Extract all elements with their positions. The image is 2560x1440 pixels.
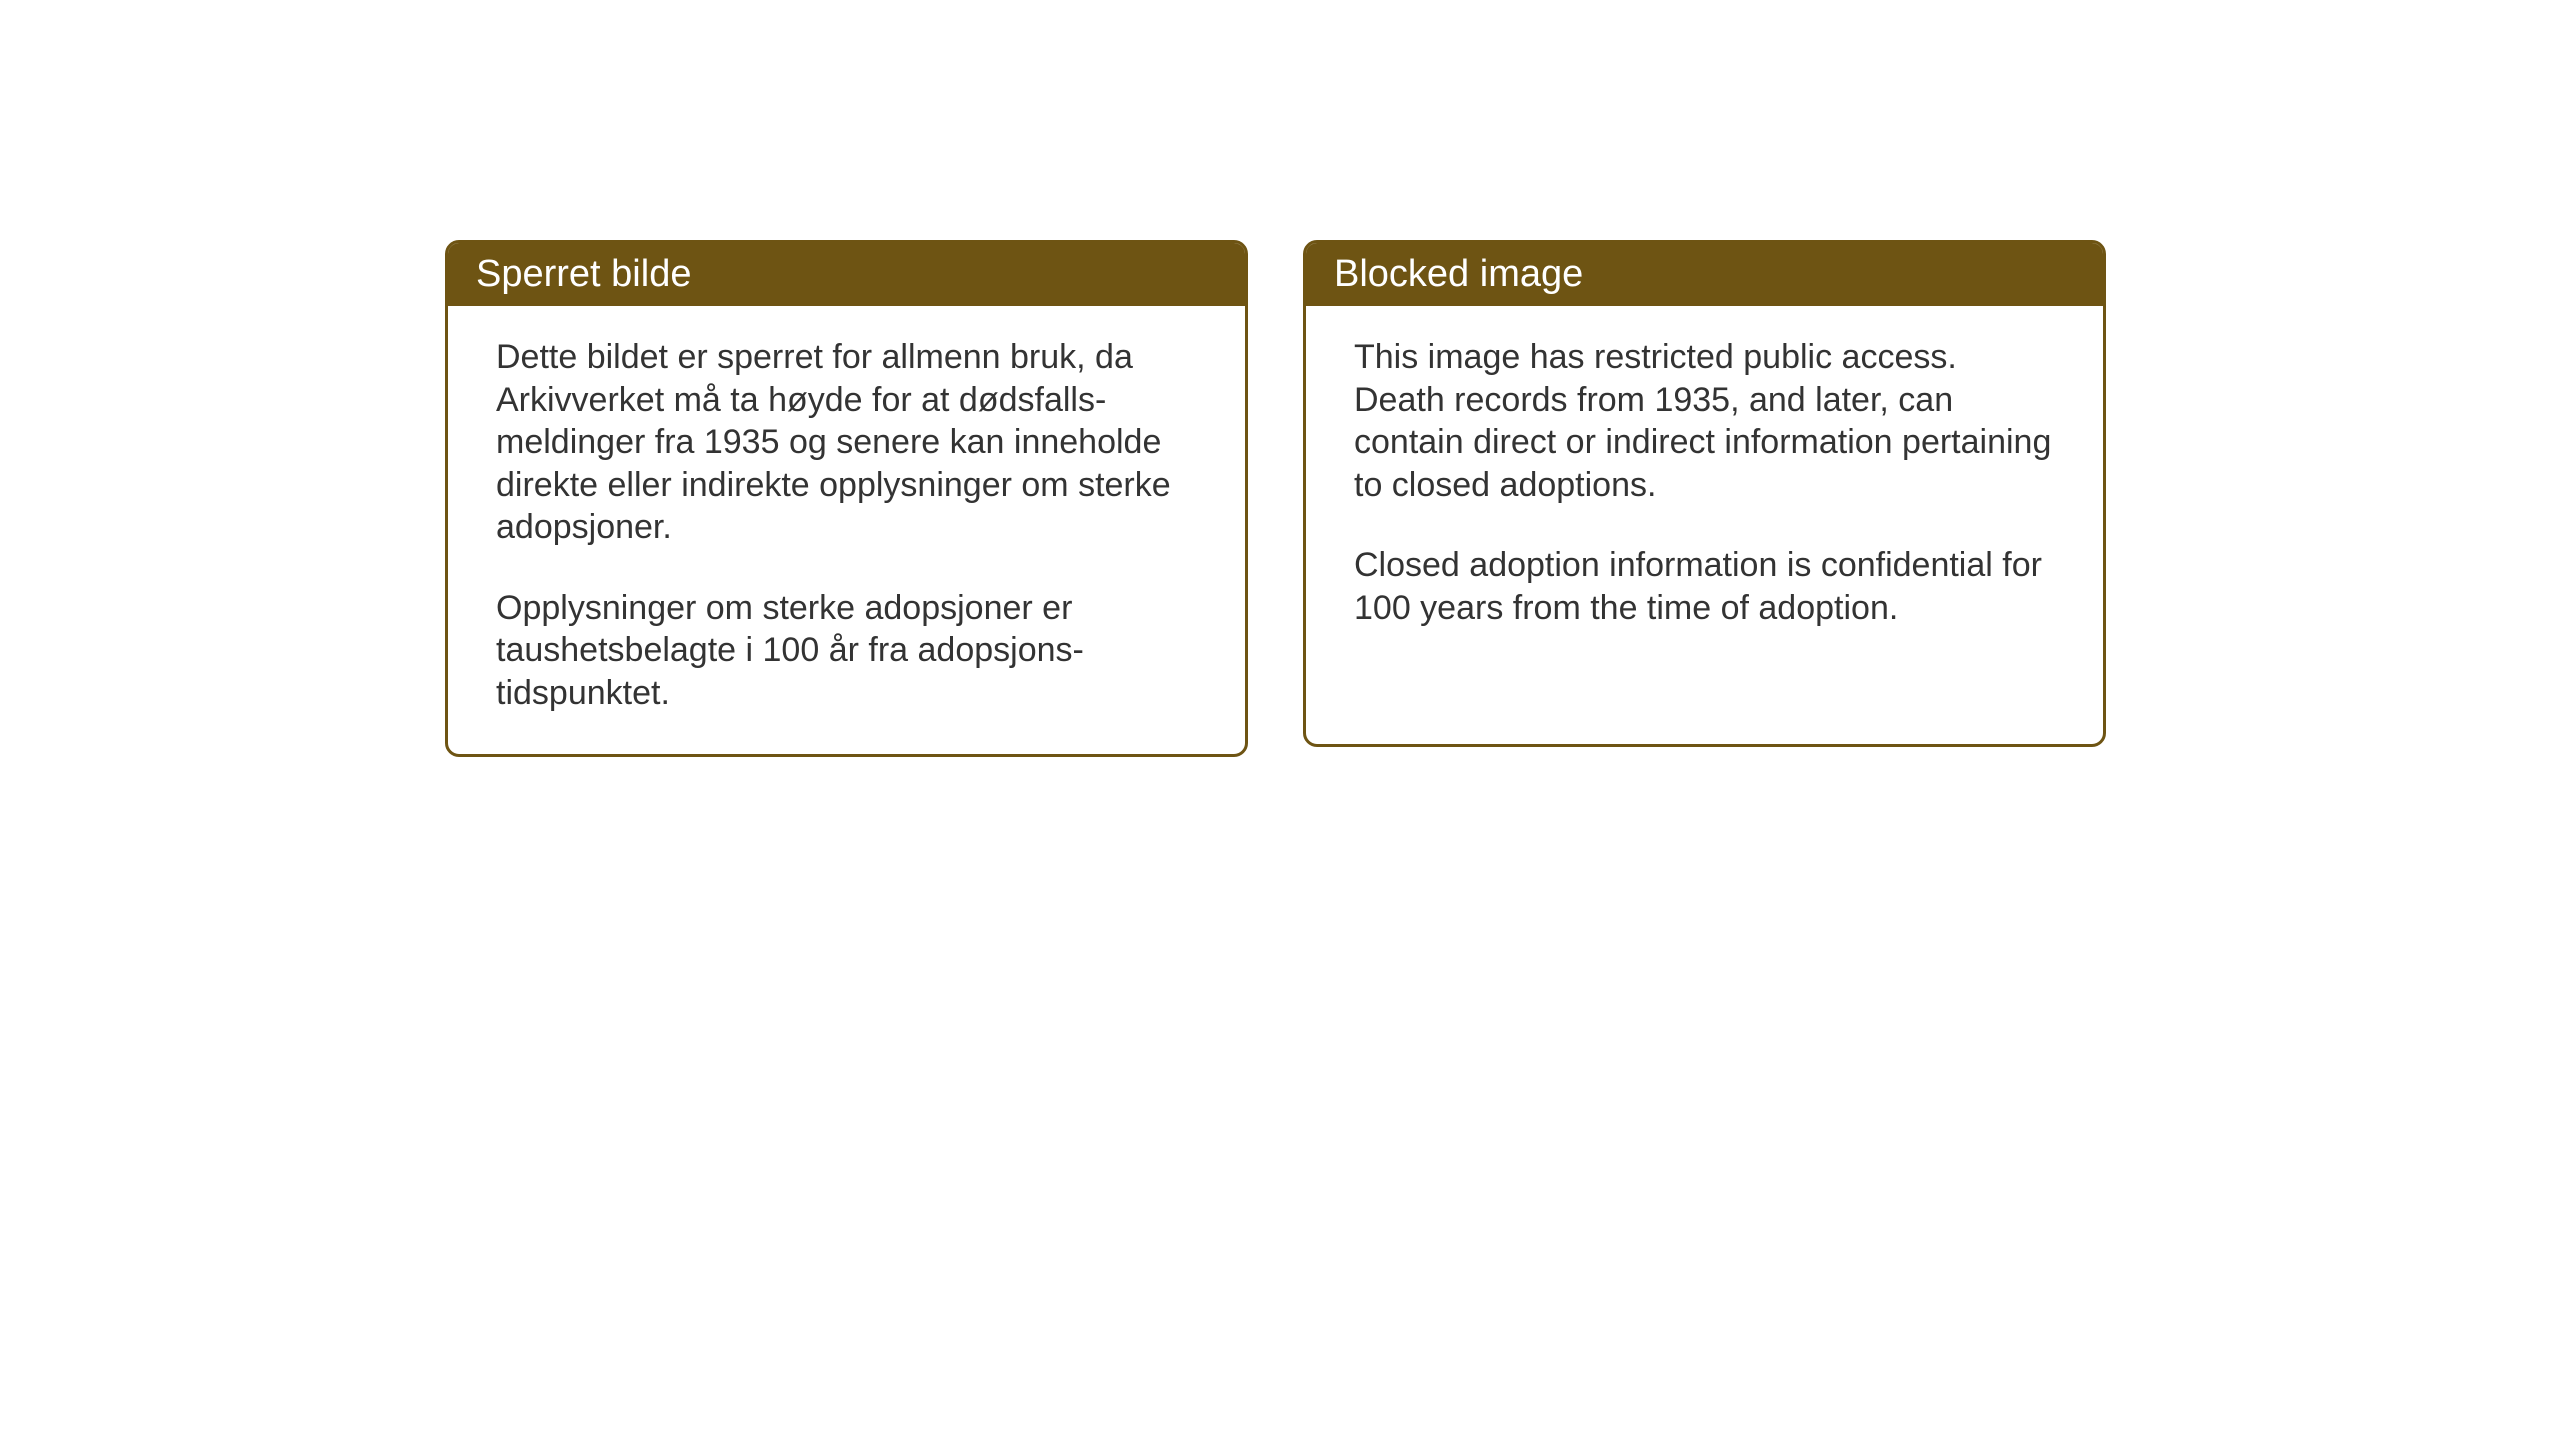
notice-para1-english: This image has restricted public access.…: [1354, 336, 2055, 506]
notice-body-norwegian: Dette bildet er sperret for allmenn bruk…: [448, 306, 1245, 754]
notice-header-english: Blocked image: [1306, 243, 2103, 306]
notice-para2-norwegian: Opplysninger om sterke adopsjoner er tau…: [496, 587, 1197, 715]
notice-header-norwegian: Sperret bilde: [448, 243, 1245, 306]
notice-box-norwegian: Sperret bilde Dette bildet er sperret fo…: [445, 240, 1248, 757]
notice-box-english: Blocked image This image has restricted …: [1303, 240, 2106, 747]
notice-container: Sperret bilde Dette bildet er sperret fo…: [445, 240, 2106, 757]
notice-para1-norwegian: Dette bildet er sperret for allmenn bruk…: [496, 336, 1197, 549]
notice-para2-english: Closed adoption information is confident…: [1354, 544, 2055, 629]
notice-body-english: This image has restricted public access.…: [1306, 306, 2103, 669]
